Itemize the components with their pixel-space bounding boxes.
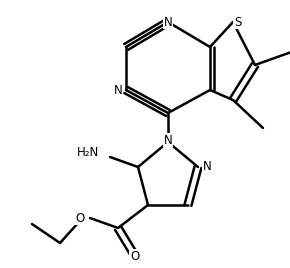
Text: N: N xyxy=(114,84,122,96)
Text: N: N xyxy=(164,133,172,147)
Text: N: N xyxy=(164,16,172,28)
Text: O: O xyxy=(75,211,85,225)
Text: N: N xyxy=(203,161,211,173)
Text: O: O xyxy=(130,250,139,262)
Text: H₂N: H₂N xyxy=(77,146,99,158)
Text: S: S xyxy=(234,16,242,28)
